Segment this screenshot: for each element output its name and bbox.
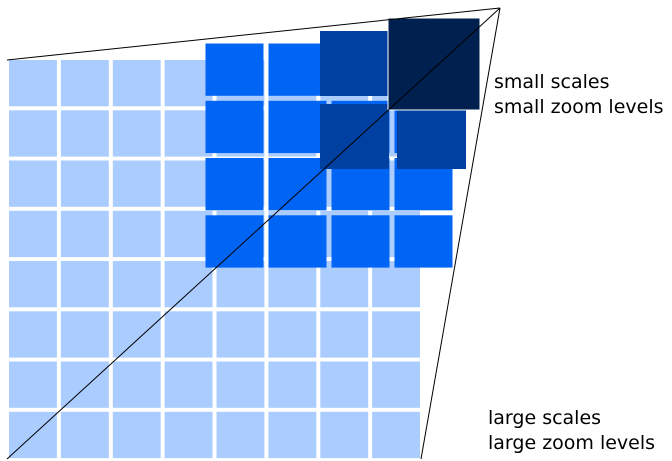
- level-3-tile: [216, 361, 265, 408]
- level-3-tile: [112, 60, 161, 107]
- level-3-tile: [320, 261, 369, 308]
- level-3-tile: [112, 210, 161, 258]
- level-1-tile: [320, 31, 389, 96]
- level-2-tile: [205, 43, 264, 96]
- level-3-tile: [9, 311, 57, 358]
- level-3-tile: [112, 261, 161, 308]
- level-3-tile: [60, 261, 109, 308]
- level-3-tile: [9, 210, 57, 258]
- level-3-tile: [372, 311, 420, 358]
- small-zoom-levels-text: small zoom levels: [494, 96, 664, 118]
- small-scales-label: small scales small zoom levels: [494, 70, 664, 120]
- level-3-tile: [268, 261, 317, 308]
- level-3-tile: [60, 60, 109, 107]
- level-3-tile: [9, 261, 57, 308]
- level-3-tile: [372, 411, 420, 459]
- level-3-tile: [60, 110, 109, 157]
- right-edge-line: [420, 7, 501, 460]
- level-3-tile: [164, 411, 213, 459]
- level-3-tile: [60, 411, 109, 459]
- level-3-tile: [216, 311, 265, 358]
- level-2-tile: [331, 215, 390, 268]
- level-3-tile: [112, 110, 161, 157]
- level-3-tile: [112, 160, 161, 207]
- large-scales-label: large scales large zoom levels: [488, 406, 655, 456]
- level-3-tile: [268, 311, 317, 358]
- level-0-tiles: [387, 17, 481, 111]
- level-3-tile: [164, 361, 213, 408]
- level-3-tile: [372, 361, 420, 408]
- level-3-tile: [112, 361, 161, 408]
- level-3-tile: [60, 311, 109, 358]
- level-2-tile: [268, 43, 327, 96]
- top-edge-line: [6, 7, 501, 61]
- level-3-tile: [320, 411, 369, 459]
- level-3-tile: [216, 261, 265, 308]
- level-3-tile: [164, 160, 213, 207]
- level-1-tile: [320, 104, 389, 169]
- level-3-tile: [164, 210, 213, 258]
- level-3-tile: [320, 361, 369, 408]
- large-scales-text: large scales: [488, 407, 602, 429]
- level-3-tile: [268, 411, 317, 459]
- level-3-tile: [112, 411, 161, 459]
- level-3-tile: [9, 60, 57, 107]
- level-3-tile: [268, 361, 317, 408]
- level-2-tile: [268, 158, 327, 211]
- level-3-tile: [164, 110, 213, 157]
- level-2-tile: [205, 100, 264, 154]
- level-3-tile: [60, 210, 109, 258]
- level-2-tile: [205, 158, 264, 211]
- level-0-tile: [387, 17, 481, 111]
- level-3-tile: [60, 160, 109, 207]
- level-3-tile: [164, 60, 213, 107]
- level-3-tile: [9, 361, 57, 408]
- level-1-tile: [397, 104, 466, 169]
- level-3-tile: [372, 261, 420, 308]
- level-3-tile: [320, 311, 369, 358]
- pyramid-outline: [6, 7, 501, 460]
- level-2-tile: [268, 100, 327, 154]
- level-3-tile: [164, 311, 213, 358]
- diagonal-line: [6, 7, 501, 460]
- small-scales-text: small scales: [494, 71, 610, 93]
- level-3-tile: [164, 261, 213, 308]
- level-2-tile: [268, 215, 327, 268]
- level-3-tile: [9, 160, 57, 207]
- level-3-tile: [112, 311, 161, 358]
- level-3-tile: [9, 110, 57, 157]
- level-2-tile: [205, 215, 264, 268]
- large-zoom-levels-text: large zoom levels: [488, 432, 656, 454]
- level-3-tile: [60, 361, 109, 408]
- level-2-tile: [394, 215, 453, 268]
- level-3-tile: [216, 411, 265, 459]
